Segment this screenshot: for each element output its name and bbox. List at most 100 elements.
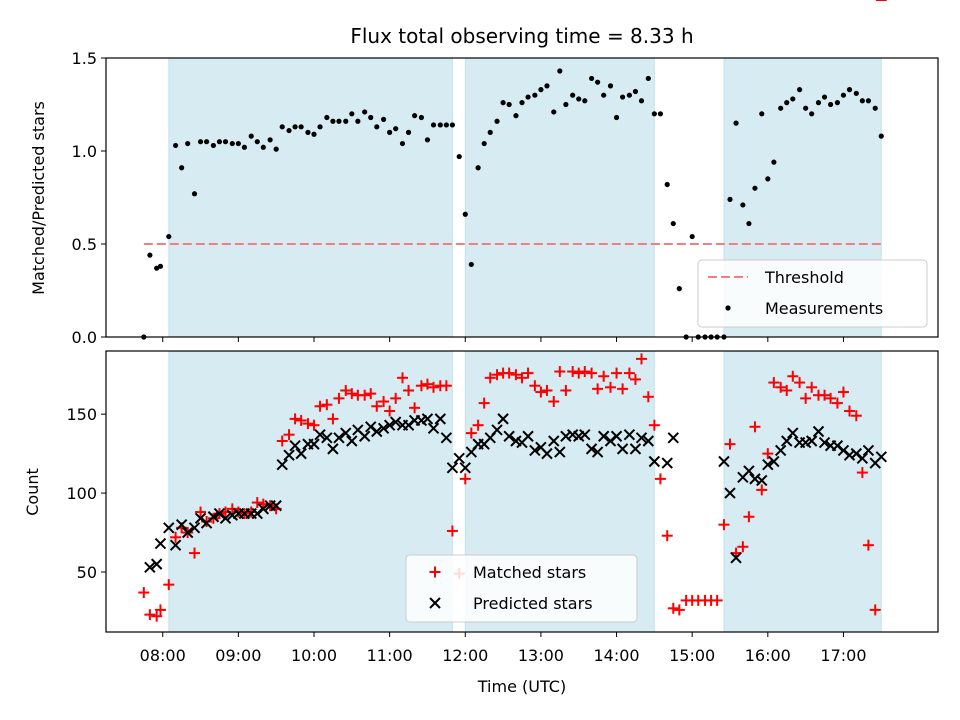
data-point-94 — [733, 120, 739, 126]
predicted-point-88 — [749, 473, 761, 485]
data-point-14 — [229, 140, 235, 147]
predicted-point-36-b — [371, 425, 383, 438]
measurement-marks — [141, 68, 884, 340]
legend-measurement-label: Measurements — [765, 299, 883, 318]
predicted-point-81-b — [661, 457, 673, 469]
predicted-point-5 — [175, 518, 188, 531]
legend-swatch-1 — [429, 597, 441, 609]
predicted-point-18 — [257, 503, 270, 515]
data-point-45 — [424, 137, 431, 143]
predicted-point-34 — [358, 430, 371, 442]
predicted-point-99 — [818, 436, 831, 449]
data-point-102 — [784, 100, 790, 106]
matched-point-106 — [806, 381, 818, 393]
data-point-4 — [166, 233, 172, 240]
data-point-35 — [362, 109, 368, 115]
predicted-point-2-b — [154, 537, 167, 550]
predicted-point-72 — [597, 430, 610, 442]
predicted-point-11-b — [213, 507, 226, 520]
predicted-point-37 — [377, 422, 390, 435]
predicted-point-93 — [781, 435, 793, 447]
predicted-point-38-b — [383, 419, 396, 431]
data-point-101 — [778, 105, 784, 111]
data-point-50 — [456, 153, 462, 160]
predicted-point-10-b — [207, 511, 220, 523]
predicted-point-93-b — [781, 435, 793, 447]
predicted-point-1 — [150, 558, 163, 570]
data-point-44 — [418, 114, 425, 121]
predicted-point-71 — [591, 446, 604, 458]
predicted-point-70-b — [585, 443, 598, 455]
data-point-80 — [645, 75, 651, 82]
matched-point-36 — [365, 388, 377, 400]
matched-point-99 — [762, 448, 774, 460]
predicted-point-3-b — [163, 522, 175, 534]
predicted-point-32-b — [346, 435, 358, 447]
data-point-72 — [595, 79, 601, 85]
predicted-point-39 — [389, 416, 402, 428]
predicted-point-57-b — [503, 430, 515, 442]
predicted-point-0-b — [144, 561, 156, 573]
matched-point-113 — [850, 410, 862, 422]
matched-point-68 — [567, 366, 579, 378]
predicted-point-26-b — [308, 438, 320, 450]
matched-point-83 — [661, 530, 673, 542]
matched-point-69 — [573, 367, 585, 379]
predicted-point-81 — [661, 457, 673, 469]
data-point-31 — [336, 118, 342, 124]
predicted-point-105 — [856, 452, 869, 465]
matched-point-67 — [560, 384, 572, 396]
matched-point-78 — [629, 373, 641, 385]
y-tick-label: 0.0 — [72, 328, 97, 347]
predicted-point-65-b — [554, 446, 566, 458]
predicted-point-78 — [635, 432, 648, 444]
matched-point-71 — [586, 367, 598, 379]
predicted-point-46 — [434, 413, 447, 425]
matched-point-39 — [384, 405, 396, 417]
matched-point-42 — [403, 384, 415, 396]
matched-point-104 — [794, 377, 806, 389]
predicted-point-32 — [346, 435, 358, 447]
matched-point-48 — [440, 380, 452, 392]
ratio-y-axis-label: Matched/Predicted stars — [29, 101, 48, 295]
legend-swatch-0 — [429, 566, 441, 578]
y-tick-label: 1.5 — [72, 49, 97, 68]
chart-title: Flux total observing time = 8.33 h — [350, 24, 693, 48]
data-point-84 — [670, 220, 676, 227]
data-point-76 — [619, 94, 626, 100]
data-point-41 — [399, 140, 406, 147]
data-point-38 — [380, 116, 387, 122]
data-point-53 — [475, 165, 481, 171]
count-panel: 50 100 150 08:00 09:00 10:00 11:00 12:00 13:00 14… — [23, 0, 939, 665]
matched-point-85 — [673, 604, 685, 616]
predicted-point-78-b — [635, 432, 648, 444]
matched-point-38 — [378, 396, 390, 408]
matched-point-93 — [724, 438, 736, 450]
x-tick-label: 15:00 — [669, 646, 715, 665]
predicted-point-60-b — [522, 430, 534, 442]
matched-point-52 — [465, 427, 477, 439]
data-point-98 — [759, 111, 765, 117]
axes-frame — [105, 350, 939, 633]
predicted-point-90 — [762, 458, 774, 471]
matched-point-1 — [144, 609, 156, 621]
data-point-30 — [330, 118, 336, 124]
predicted-point-97-b — [805, 435, 818, 447]
predicted-point-91-b — [768, 455, 780, 468]
matched-point-63 — [535, 386, 547, 398]
data-point-74 — [607, 83, 614, 89]
legend-measurement-swatch — [725, 305, 731, 311]
predicted-point-28-b — [321, 432, 333, 444]
predicted-point-64-b — [548, 435, 560, 447]
data-point-67 — [563, 101, 569, 108]
data-point-46 — [430, 122, 437, 128]
matched-point-62 — [529, 380, 541, 392]
y-tick-label: 50 — [77, 563, 97, 582]
predicted-point-58-b — [510, 435, 522, 447]
data-point-12 — [216, 139, 223, 145]
data-point-100 — [771, 159, 777, 165]
matched-point-66 — [554, 366, 566, 378]
data-point-69 — [576, 96, 582, 102]
predicted-point-35-b — [365, 421, 377, 433]
data-point-71 — [588, 75, 595, 82]
